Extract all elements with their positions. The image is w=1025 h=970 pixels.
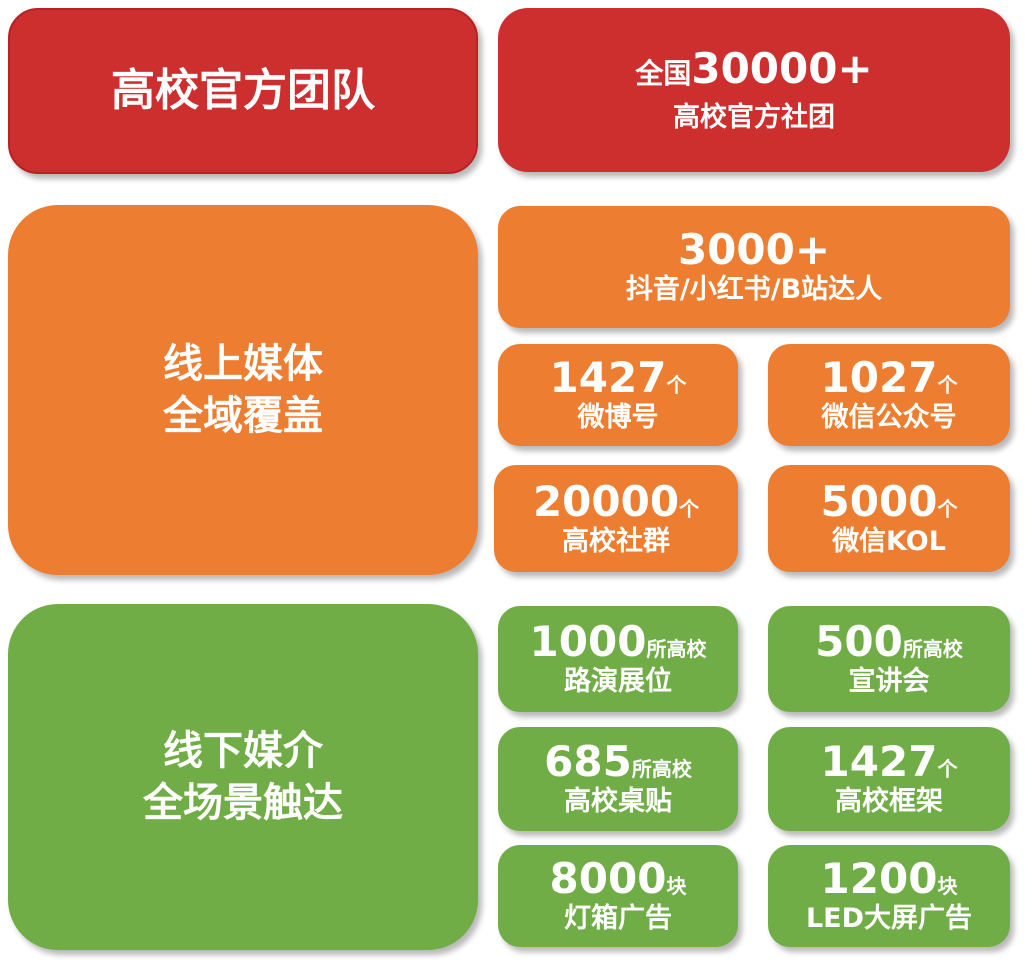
- stat-label: 微信公众号: [821, 402, 957, 433]
- stat-unit: 个: [937, 496, 958, 521]
- stat-number: 1427: [820, 737, 938, 786]
- offline-title-line2: 全场景触达: [143, 780, 343, 826]
- stat-unit: 个: [679, 496, 700, 521]
- stat-label: 宣讲会: [848, 666, 930, 697]
- stat-number: 20000: [532, 476, 680, 526]
- stat-number: 1427: [549, 353, 667, 402]
- online-stat-box: 1027个 微信公众号: [768, 344, 1010, 446]
- stat-label: 微博号: [577, 402, 659, 433]
- offline-title-line1: 线下媒介: [163, 728, 323, 774]
- stat-label: LED大屏广告: [805, 903, 973, 934]
- offline-stat-box: 1427个 高校框架: [768, 727, 1010, 831]
- influencer-label: 抖音/小红书/B站达人: [625, 274, 883, 305]
- stat-unit: 所高校: [631, 757, 692, 781]
- stat-unit: 块: [937, 874, 958, 898]
- online-title-line1: 线上媒体: [163, 341, 323, 387]
- stat-unit: 所高校: [646, 637, 707, 661]
- stat-number: 5000: [820, 476, 938, 526]
- offline-stat-box: 1000所高校 路演展位: [498, 606, 738, 712]
- stat-unit: 所高校: [902, 637, 963, 661]
- team-stat-box: 全国30000+ 高校官方社团: [498, 8, 1010, 172]
- stat-unit: 个: [937, 757, 958, 781]
- stat-label: 高校社群: [562, 525, 670, 557]
- stat-label: 高校框架: [835, 786, 943, 817]
- online-stat-box: 20000个 高校社群: [494, 465, 738, 572]
- online-title-line2: 全域覆盖: [163, 393, 323, 439]
- influencer-box: 3000+ 抖音/小红书/B站达人: [498, 206, 1010, 328]
- stat-unit: 个: [666, 373, 687, 397]
- team-stat-value: 30000+: [691, 43, 873, 93]
- offline-stat-box: 685所高校 高校桌贴: [498, 727, 738, 831]
- team-stat-label: 高校官方社团: [673, 101, 835, 133]
- stat-number: 500: [815, 617, 903, 666]
- stat-label: 路演展位: [564, 666, 672, 697]
- stat-number: 1027: [820, 353, 938, 402]
- stat-number: 1000: [529, 617, 647, 666]
- stat-number: 685: [544, 737, 632, 786]
- online-title-box: 线上媒体 全域覆盖: [8, 205, 478, 575]
- stat-unit: 个: [937, 373, 958, 397]
- offline-title-box: 线下媒介 全场景触达: [8, 604, 478, 950]
- team-stat-prefix: 全国: [635, 56, 692, 90]
- offline-stat-box: 500所高校 宣讲会: [768, 606, 1010, 712]
- offline-stat-box: 8000块 灯箱广告: [498, 845, 738, 947]
- stat-number: 1200: [820, 854, 938, 903]
- stat-number: 8000: [549, 854, 667, 903]
- stat-label: 灯箱广告: [564, 903, 672, 934]
- online-stat-box: 1427个 微博号: [498, 344, 738, 446]
- stat-unit: 块: [666, 874, 687, 898]
- stat-label: 高校桌贴: [564, 786, 672, 817]
- team-stat-number: 全国30000+: [635, 43, 873, 101]
- stat-label: 微信KOL: [832, 525, 946, 557]
- influencer-number: 3000+: [677, 225, 831, 274]
- offline-stat-box: 1200块 LED大屏广告: [768, 845, 1010, 947]
- online-stat-box: 5000个 微信KOL: [768, 465, 1010, 572]
- team-title-box: 高校官方团队: [8, 8, 478, 174]
- team-title: 高校官方团队: [111, 65, 375, 116]
